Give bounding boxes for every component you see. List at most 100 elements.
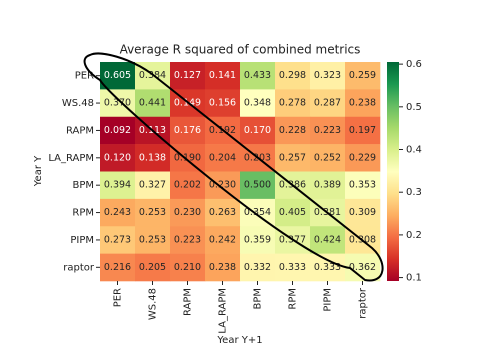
cell-label: 0.229 (349, 152, 376, 163)
heatmap-cell (240, 89, 276, 118)
hand-drawn-loop (83, 52, 384, 282)
cell-label: 0.441 (139, 98, 166, 109)
heatmap-cell (205, 144, 241, 172)
heatmap-cell (100, 89, 136, 118)
colorbar-tick-label: 0.6 (406, 59, 422, 70)
heatmap-cell (345, 89, 381, 118)
cell-label: 0.242 (209, 234, 236, 245)
heatmap-cell (100, 116, 136, 145)
x-tick-label: LA_RAPM (218, 288, 229, 334)
cell-label: 0.424 (314, 234, 341, 245)
cell-label: 0.263 (209, 207, 236, 218)
heatmap-cell (240, 62, 276, 90)
cell-label: 0.354 (244, 207, 271, 218)
cell-label: 0.384 (139, 70, 166, 81)
heatmap-cell (345, 116, 381, 145)
y-tick-label: LA_RAPM (48, 153, 94, 164)
cell-label: 0.252 (314, 152, 341, 163)
cell-label: 0.190 (174, 152, 201, 163)
y-tick-label: PER (75, 71, 94, 82)
cell-label: 0.253 (139, 234, 166, 245)
heatmap-cell (135, 171, 171, 200)
heatmap-cell (275, 62, 311, 90)
x-tick-label: PIPM (323, 288, 334, 312)
cell-label: 0.243 (104, 207, 131, 218)
cell-label: 0.333 (279, 262, 306, 273)
cell-label: 0.433 (244, 70, 271, 81)
heatmap-cell (170, 253, 206, 282)
heatmap-cell (310, 171, 346, 200)
heatmap-cell (100, 226, 136, 254)
cell-label: 0.253 (139, 207, 166, 218)
cell-label: 0.605 (104, 70, 131, 81)
heatmap-cell (275, 198, 311, 227)
cell-label: 0.238 (349, 98, 376, 109)
cell-label: 0.389 (314, 180, 341, 191)
heatmap-cell (100, 62, 136, 90)
y-axis-label: Year Y (33, 155, 44, 187)
heatmap-cell (240, 198, 276, 227)
cell-label: 0.092 (104, 125, 131, 136)
cell-label: 0.332 (244, 262, 271, 273)
heatmap-cell (100, 144, 136, 172)
x-tick-label: WS.48 (148, 288, 159, 320)
heatmap (100, 62, 381, 282)
cell-label: 0.353 (349, 180, 376, 191)
heatmap-cell (135, 144, 171, 172)
heatmap-cell (135, 89, 171, 118)
cell-label: 0.287 (314, 98, 341, 109)
cell-label: 0.205 (139, 262, 166, 273)
heatmap-cell (100, 171, 136, 200)
heatmap-cell (170, 226, 206, 254)
cell-label: 0.298 (279, 70, 306, 81)
heatmap-cell (310, 116, 346, 145)
heatmap-cell (205, 253, 241, 282)
heatmap-cell (100, 198, 136, 227)
x-tick-label: RAPM (183, 288, 194, 316)
heatmap-cell (345, 144, 381, 172)
heatmap-cell (240, 171, 276, 200)
cell-label: 0.405 (279, 207, 306, 218)
cell-label: 0.257 (279, 152, 306, 163)
colorbar-tick-label: 0.1 (406, 273, 422, 284)
y-tick-label: WS.48 (62, 98, 94, 109)
cell-label: 0.138 (139, 152, 166, 163)
cell-label: 0.204 (209, 152, 236, 163)
heatmap-cell (310, 62, 346, 90)
cell-label: 0.309 (349, 207, 376, 218)
x-tick-label: RPM (288, 288, 299, 310)
heatmap-cell (205, 171, 241, 200)
y-tick-label: RAPM (66, 125, 94, 136)
heatmap-cell (100, 253, 136, 282)
y-tick-label: raptor (63, 262, 95, 273)
y-tick-label: PIPM (70, 235, 94, 246)
x-tick-label: BPM (253, 288, 264, 310)
cell-label: 0.230 (209, 180, 236, 191)
heatmap-cell (345, 198, 381, 227)
heatmap-cell (135, 198, 171, 227)
heatmap-cell (240, 116, 276, 145)
cell-label: 0.348 (244, 98, 271, 109)
cell-label: 0.176 (174, 125, 201, 136)
y-tick-label: RPM (72, 208, 94, 219)
colorbar-tick-label: 0.3 (406, 187, 422, 198)
heatmap-cell (310, 89, 346, 118)
heatmap-cell (205, 226, 241, 254)
cell-label: 0.500 (244, 180, 271, 191)
heatmap-cell (275, 89, 311, 118)
cell-label: 0.370 (104, 98, 131, 109)
cell-label: 0.202 (174, 180, 201, 191)
heatmap-cell (240, 226, 276, 254)
cell-label: 0.362 (349, 262, 376, 273)
cell-label: 0.127 (174, 70, 201, 81)
cell-label: 0.223 (174, 234, 201, 245)
colorbar (387, 62, 399, 281)
heatmap-cell (205, 89, 241, 118)
heatmap-cell (275, 116, 311, 145)
heatmap-cell (310, 253, 346, 282)
cell-label: 0.210 (174, 262, 201, 273)
cell-label: 0.228 (279, 125, 306, 136)
x-tick-label: PER (113, 288, 124, 307)
heatmap-cell (170, 144, 206, 172)
